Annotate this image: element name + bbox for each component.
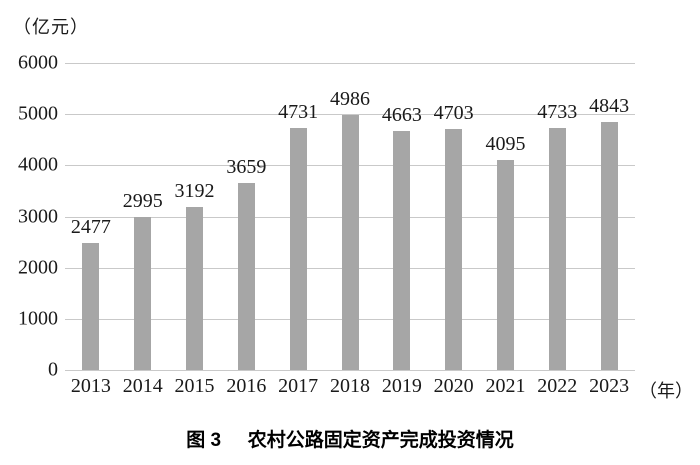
x-tick-label-2017: 2017 — [278, 375, 319, 397]
value-label-2014: 2995 — [122, 189, 163, 212]
y-axis-unit-label: （亿元） — [13, 17, 89, 37]
x-tick-label-2019: 2019 — [381, 375, 422, 397]
y-tick-label-2000: 2000 — [18, 256, 58, 279]
bar-2018 — [341, 114, 359, 370]
bar-2019 — [393, 131, 411, 370]
bar-2023 — [600, 122, 618, 370]
x-tick-label-2021: 2021 — [485, 375, 526, 397]
y-tick-label-0: 0 — [48, 358, 58, 381]
x-tick-label-2022: 2022 — [537, 375, 578, 397]
value-label-2015: 3192 — [174, 179, 215, 202]
x-tick-label-2015: 2015 — [174, 375, 215, 397]
x-tick-label-2023: 2023 — [589, 375, 630, 397]
value-label-2019: 4663 — [381, 104, 422, 127]
bar-2022 — [548, 127, 566, 370]
gridline-5000 — [65, 114, 635, 116]
value-label-2021: 4095 — [485, 133, 526, 156]
y-tick-label-3000: 3000 — [18, 205, 58, 227]
value-label-2020: 4703 — [433, 102, 474, 125]
x-axis-unit-label: （年） — [639, 381, 693, 401]
bar-2015 — [186, 206, 204, 370]
x-tick-label-2014: 2014 — [122, 375, 163, 397]
value-label-2013: 2477 — [70, 216, 111, 239]
x-tick-label-2016: 2016 — [226, 375, 267, 397]
figure-caption: 图 3 农村公路固定资产完成投资情况 — [0, 425, 700, 452]
figure-number: 图 3 — [186, 430, 222, 451]
y-tick-label-6000: 6000 — [18, 51, 58, 74]
gridline-6000 — [65, 63, 635, 64]
y-tick-label-1000: 1000 — [18, 307, 58, 330]
y-tick-label-5000: 5000 — [18, 102, 58, 125]
x-tick-label-2020: 2020 — [433, 375, 474, 397]
bar-2013 — [82, 243, 100, 370]
bar-2016 — [237, 182, 255, 370]
bar-2014 — [134, 216, 152, 370]
value-label-2018: 4986 — [330, 87, 370, 110]
x-tick-label-2013: 2013 — [70, 375, 111, 397]
y-tick-label-4000: 4000 — [18, 153, 58, 176]
gridline-0 — [65, 370, 635, 371]
value-label-2017: 4731 — [278, 100, 319, 123]
value-label-2022: 4733 — [537, 100, 578, 123]
figure-title: 农村公路固定资产完成投资情况 — [247, 430, 514, 451]
bar-2020 — [445, 129, 463, 370]
x-tick-label-2018: 2018 — [330, 375, 370, 397]
value-label-2016: 3659 — [226, 155, 267, 178]
bar-2021 — [496, 160, 514, 370]
value-label-2023: 4843 — [589, 95, 630, 118]
bar-2017 — [289, 127, 307, 370]
